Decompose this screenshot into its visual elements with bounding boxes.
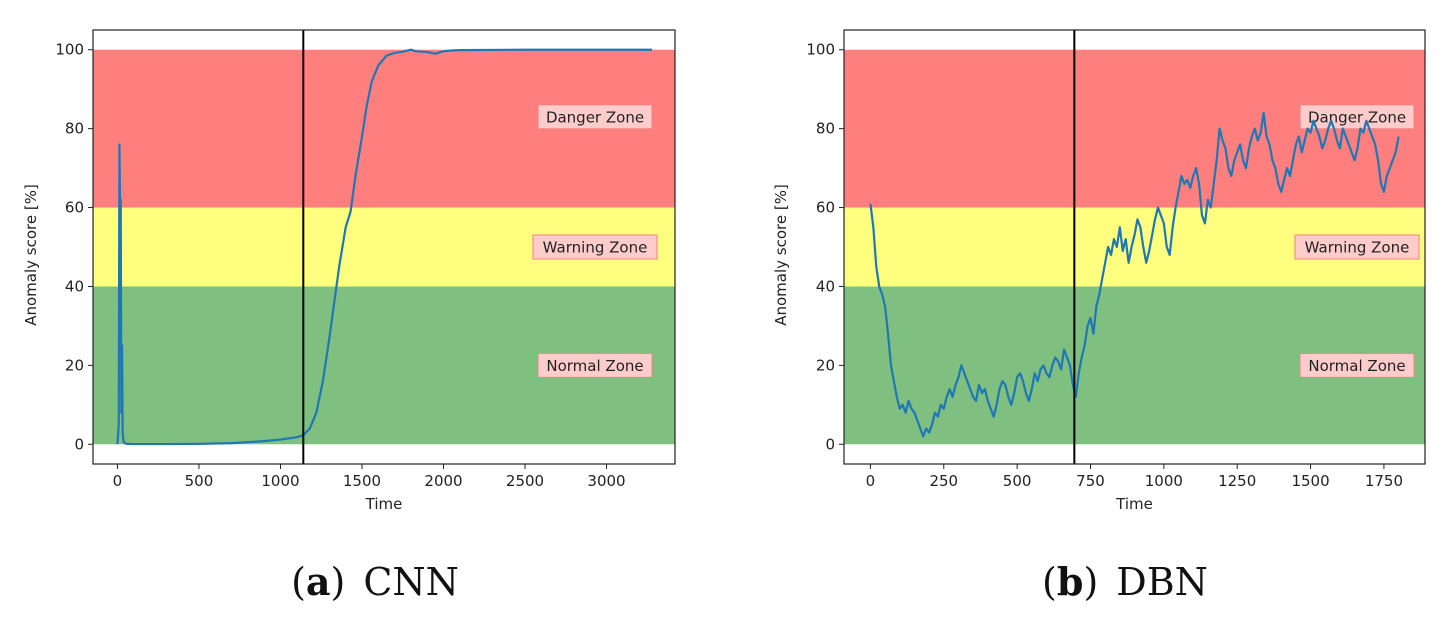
x-tick-label: 500: [185, 472, 214, 490]
y-axis-label: Anomaly score [%]: [22, 184, 40, 326]
zone-label-text-danger: Danger Zone: [546, 108, 644, 126]
y-tick-label: 60: [816, 199, 835, 217]
x-tick-label: 1000: [261, 472, 299, 490]
x-tick-label: 0: [866, 472, 876, 490]
caption-letter: b: [1057, 559, 1084, 604]
y-tick-label: 60: [65, 199, 84, 217]
plot-frame: [92, 29, 676, 465]
y-tick-label: 20: [816, 356, 835, 374]
zone-label-box-normal: [537, 352, 653, 378]
zone-label-normal: Normal Zone: [537, 352, 653, 378]
x-axis-label: Time: [365, 495, 403, 513]
x-tick-label: 1500: [1291, 472, 1329, 490]
x-tick-label: 750: [1076, 472, 1105, 490]
zone-label-box-danger: [1299, 104, 1415, 130]
y-axis-label: Anomaly score [%]: [772, 184, 790, 326]
x-tick-label: 2000: [424, 472, 462, 490]
zone-label-box-normal: [1299, 352, 1415, 378]
y-tick-label: 80: [65, 120, 84, 138]
x-tick-label: 1000: [1145, 472, 1183, 490]
panel-caption: (b) DBN: [1042, 559, 1208, 604]
zone-label-box-warning: [1294, 234, 1420, 260]
zone-label-normal: Normal Zone: [1299, 352, 1415, 378]
x-tick-label: 500: [1003, 472, 1032, 490]
zone-label-warning: Warning Zone: [1294, 234, 1420, 260]
zone-label-text-danger: Danger Zone: [1308, 108, 1406, 126]
plot-frame: [843, 29, 1426, 465]
panel-a-cnn: Normal Zone Warning Zone Danger Zone 0 500 10…: [22, 29, 676, 604]
series-line-score: [869, 111, 1400, 438]
y-tick-label: 0: [825, 435, 835, 453]
y-tick-label: 100: [55, 41, 84, 59]
zone-label-danger: Danger Zone: [537, 104, 653, 130]
zone-label-text-normal: Normal Zone: [1308, 357, 1405, 375]
zone-label-text-warning: Warning Zone: [1305, 239, 1410, 257]
x-tick-label: 1250: [1218, 472, 1256, 490]
zone-label-box-warning: [532, 234, 658, 260]
y-tick-label: 100: [806, 41, 835, 59]
y-tick-label: 20: [65, 356, 84, 374]
x-tick-label: 2500: [506, 472, 544, 490]
x-tick-label: 1500: [343, 472, 381, 490]
x-tick-label: 3000: [587, 472, 625, 490]
y-tick-label: 40: [816, 277, 835, 295]
zone-label-text-normal: Normal Zone: [546, 357, 643, 375]
caption-letter: a: [306, 559, 331, 604]
caption-open-paren: (: [1042, 560, 1057, 604]
caption-model-name: CNN: [363, 560, 459, 604]
panel-caption: (a) CNN: [291, 559, 459, 604]
zone-label-box-danger: [537, 104, 653, 130]
panel-b-dbn: Normal Zone Warning Zone Danger Zone 0 250 50…: [772, 29, 1426, 604]
zone-label-warning: Warning Zone: [532, 234, 658, 260]
caption-model-name: DBN: [1116, 560, 1208, 604]
x-axis-label: Time: [1115, 495, 1153, 513]
caption-close-paren: ): [331, 560, 346, 604]
x-tick-label: 1750: [1365, 472, 1403, 490]
y-tick-label: 40: [65, 277, 84, 295]
zone-label-text-warning: Warning Zone: [543, 239, 648, 257]
caption-open-paren: (: [291, 560, 306, 604]
caption-close-paren: ): [1083, 560, 1098, 604]
series-line-score: [116, 48, 653, 446]
zone-label-danger: Danger Zone: [1299, 104, 1415, 130]
y-tick-label: 0: [74, 435, 84, 453]
y-tick-label: 80: [816, 120, 835, 138]
x-tick-label: 250: [929, 472, 958, 490]
x-tick-label: 0: [113, 472, 123, 490]
